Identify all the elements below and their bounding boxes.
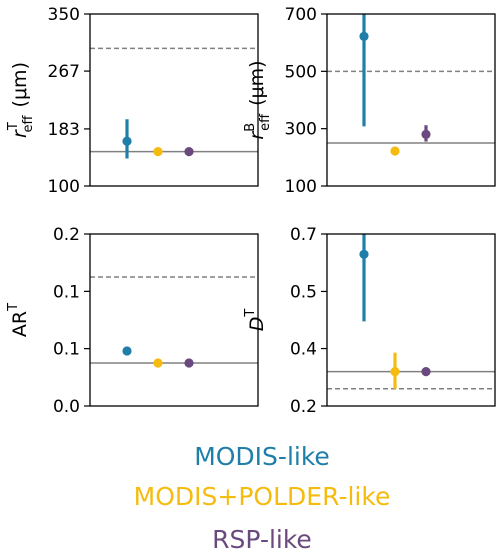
y-tick-label: 0.5 <box>290 282 317 302</box>
data-point-rsp-like <box>184 147 194 157</box>
data-point-modis-polder-like <box>390 146 400 156</box>
legend-entry-modis-like: MODIS-like <box>194 442 330 471</box>
y-axis-label: ART <box>6 303 31 337</box>
data-point-modis-like <box>122 136 132 146</box>
panel-top-left: 100 183 267 350 rTeff (μm) <box>6 5 259 197</box>
y-tick-label: 0.7 <box>290 225 317 245</box>
y-tick-label: 267 <box>48 62 80 82</box>
legend: MODIS-like MODIS+POLDER-like RSP-like <box>134 442 391 554</box>
panel-bottom-right: 0.2 0.4 0.5 0.7 DT <box>243 225 496 417</box>
legend-entry-rsp-like: RSP-like <box>212 525 312 554</box>
axes-frame <box>326 233 496 407</box>
y-tick-label: 0.0 <box>53 397 80 417</box>
panel-bottom-left: 0.0 0.1 0.1 0.2 ART <box>6 225 259 417</box>
chart-panels: 100 183 267 350 rTeff (μm) 100 300 500 700 rBeff … <box>6 5 496 417</box>
data-point-modis-like <box>359 249 369 259</box>
y-tick-label: 0.2 <box>290 397 317 417</box>
y-tick-label: 0.1 <box>53 282 80 302</box>
axes-frame <box>89 233 259 407</box>
y-tick-label: 500 <box>285 62 317 82</box>
y-tick-label: 700 <box>285 5 317 25</box>
y-tick-label: 100 <box>285 177 317 197</box>
data-point-rsp-like <box>421 129 431 139</box>
y-tick-label: 0.4 <box>290 340 317 360</box>
axes-frame <box>326 13 496 187</box>
y-axis-label: rTeff (μm) <box>6 62 36 138</box>
data-point-modis-polder-like <box>153 147 163 157</box>
data-point-rsp-like <box>184 358 194 368</box>
y-tick-label: 0.2 <box>53 225 80 245</box>
data-point-modis-like <box>122 346 132 356</box>
y-tick-label: 300 <box>285 120 317 140</box>
data-point-modis-like <box>359 31 369 41</box>
data-point-rsp-like <box>421 367 431 377</box>
y-axis-label: rBeff (μm) <box>243 60 273 139</box>
y-tick-label: 350 <box>48 5 80 25</box>
y-tick-label: 100 <box>48 177 80 197</box>
axes-frame <box>89 13 259 187</box>
data-point-modis-polder-like <box>390 367 400 377</box>
y-tick-label: 0.1 <box>53 340 80 360</box>
panel-top-right: 100 300 500 700 rBeff (μm) <box>243 5 496 197</box>
y-axis-label: DT <box>243 309 268 332</box>
y-tick-label: 183 <box>48 120 80 140</box>
data-point-modis-polder-like <box>153 358 163 368</box>
legend-entry-modis-polder-like: MODIS+POLDER-like <box>134 482 391 511</box>
